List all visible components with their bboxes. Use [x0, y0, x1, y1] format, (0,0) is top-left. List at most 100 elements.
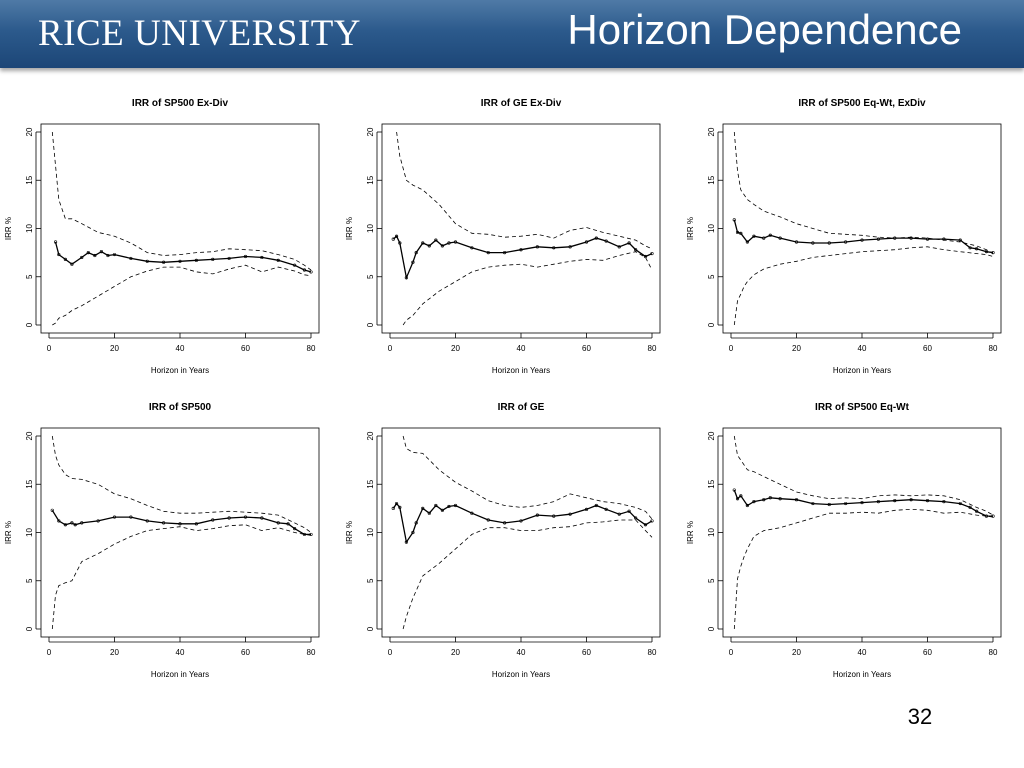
- series-line-central: [392, 502, 653, 544]
- series-point: [860, 238, 864, 242]
- x-axis-label: Horizon in Years: [151, 670, 209, 679]
- series-point: [844, 501, 848, 506]
- series-point: [440, 508, 445, 512]
- series-point: [470, 511, 474, 515]
- series-point: [411, 260, 415, 264]
- series-point: [194, 522, 198, 526]
- series-line-lower-band: [402, 251, 653, 326]
- series-line-central: [733, 489, 993, 517]
- x-tick-label: 80: [648, 648, 657, 657]
- series-point: [762, 236, 766, 240]
- x-tick-label: 20: [792, 344, 801, 353]
- series-point: [975, 509, 979, 513]
- y-axis-label: IRR %: [345, 217, 354, 240]
- y-tick-label: 5: [25, 578, 34, 583]
- series-point: [260, 255, 264, 260]
- chart-panel: IRR of SP500 Eq-Wt, ExDiv 0 20 40 60 80 Horizo…: [686, 98, 1002, 375]
- series-point: [745, 503, 749, 508]
- series-point: [768, 496, 772, 500]
- plot-frame: [381, 427, 661, 638]
- series-point: [57, 252, 61, 257]
- series-point: [811, 241, 815, 245]
- series-point: [925, 499, 930, 503]
- series-line-upper-band: [51, 435, 312, 533]
- y-tick-label: 10: [366, 528, 375, 537]
- y-tick-label: 15: [25, 479, 34, 488]
- series-point: [643, 523, 648, 527]
- x-tick-label: 40: [517, 648, 526, 657]
- series-point: [129, 515, 133, 519]
- x-tick-label: 80: [989, 648, 998, 657]
- series-point: [106, 253, 110, 258]
- y-tick-label: 15: [366, 175, 375, 184]
- series-point: [86, 251, 90, 255]
- series-point: [519, 519, 523, 523]
- series-line-upper-band: [402, 435, 653, 520]
- series-point: [503, 521, 507, 525]
- series-point: [70, 262, 74, 266]
- series-point: [227, 256, 231, 261]
- x-tick-label: 60: [241, 648, 250, 657]
- series-point: [732, 218, 736, 222]
- series-point: [99, 250, 103, 254]
- chart-title: IRR of SP500 Eq-Wt, ExDiv: [798, 98, 926, 109]
- x-tick-label: 20: [110, 344, 119, 353]
- series-point: [447, 241, 451, 245]
- y-tick-label: 5: [707, 274, 716, 279]
- y-tick-label: 15: [366, 479, 375, 488]
- series-point: [391, 506, 395, 510]
- x-tick-label: 60: [923, 344, 932, 353]
- series-point: [634, 248, 638, 252]
- series-point: [421, 241, 425, 245]
- series-point: [394, 234, 399, 238]
- series-point: [942, 500, 946, 504]
- plot-frame: [722, 123, 1002, 334]
- series-point: [57, 519, 61, 523]
- series-point: [70, 521, 74, 525]
- series-point: [627, 509, 631, 513]
- series-point: [745, 240, 749, 244]
- series-point: [293, 527, 297, 531]
- series-point: [227, 516, 231, 520]
- x-tick-label: 80: [648, 344, 657, 353]
- series-line-central: [733, 219, 994, 254]
- page-number: 32: [907, 704, 933, 729]
- series-point: [552, 246, 556, 250]
- series-point: [584, 507, 589, 511]
- series-point: [535, 245, 539, 249]
- series-point: [568, 512, 572, 516]
- x-tick-label: 80: [989, 344, 998, 353]
- y-tick-label: 20: [366, 127, 375, 136]
- chart-title: IRR of GE Ex-Div: [481, 98, 562, 109]
- series-point: [860, 500, 864, 505]
- y-tick-label: 5: [25, 274, 34, 279]
- y-tick-label: 20: [25, 431, 34, 440]
- series-point: [486, 251, 490, 255]
- series-point: [942, 237, 946, 241]
- x-tick-label: 60: [241, 344, 250, 353]
- series-point: [594, 236, 598, 240]
- series-point: [594, 503, 598, 508]
- series-point: [768, 233, 772, 237]
- series-point: [634, 516, 638, 520]
- series-point: [568, 245, 572, 249]
- y-tick-label: 10: [707, 224, 716, 233]
- plot-frame: [381, 123, 661, 334]
- series-point: [984, 250, 989, 254]
- series-point: [286, 522, 290, 526]
- series-line-lower-band: [402, 519, 653, 630]
- series-point: [394, 501, 399, 506]
- series-point: [434, 503, 438, 508]
- chart-title: IRR of GE: [498, 402, 545, 413]
- series-point: [739, 494, 743, 498]
- series-point: [178, 259, 182, 263]
- series-point: [178, 522, 182, 526]
- series-point: [762, 498, 766, 502]
- series-line-upper-band: [733, 435, 994, 516]
- chart-title: IRR of SP500 Eq-Wt: [815, 402, 910, 413]
- series-point: [604, 507, 608, 511]
- x-tick-label: 20: [792, 648, 801, 657]
- series-point: [404, 276, 408, 280]
- series-point: [63, 523, 67, 527]
- x-tick-label: 0: [388, 344, 393, 353]
